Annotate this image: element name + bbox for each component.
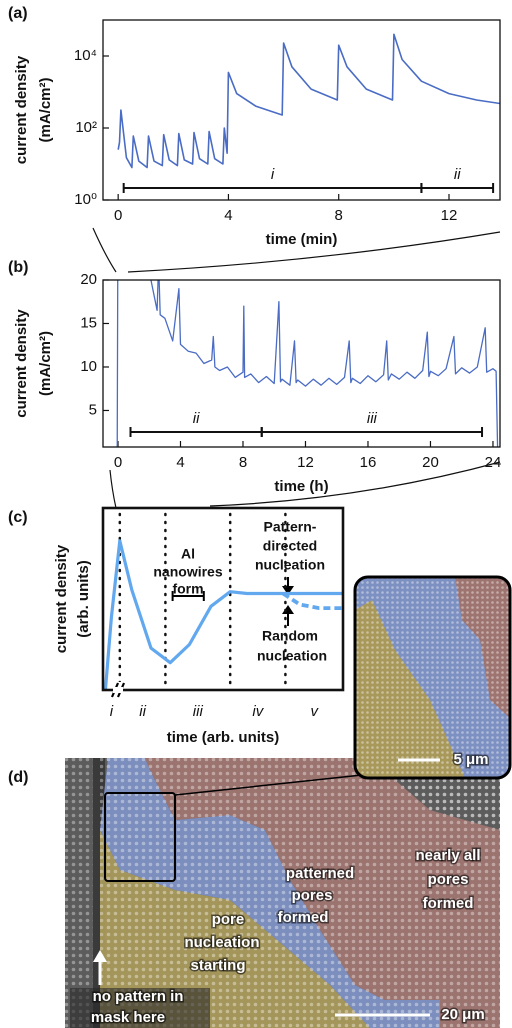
data-line	[116, 280, 499, 447]
data-line	[103, 539, 343, 690]
zoom-line	[109, 469, 117, 509]
x-tick-label: 4	[176, 454, 184, 471]
zoom-line	[209, 461, 501, 507]
panel-label: (a)	[8, 5, 28, 22]
plot-frame	[101, 506, 345, 692]
annotation: directed	[263, 538, 317, 554]
y-axis-label: current density	[13, 55, 30, 164]
annotation: Al	[181, 546, 195, 562]
y-tick-label: 15	[80, 314, 97, 331]
micrograph: pore nucleation starting patterned pores…	[65, 758, 500, 1028]
y-tick-label: 5	[89, 401, 97, 418]
y-axis-label: (mA/cm²)	[37, 77, 54, 142]
x-axis-label: time (min)	[266, 231, 338, 248]
x-tick-label: 8	[335, 207, 343, 224]
phase-label: v	[310, 703, 319, 720]
panel-label: (d)	[8, 769, 28, 786]
y-axis-label: (arb. units)	[75, 560, 92, 638]
panel-label: (b)	[8, 259, 28, 276]
region-label: pores	[428, 871, 469, 888]
x-axis-label: time (arb. units)	[167, 729, 280, 746]
y-axis-label: current density	[53, 544, 70, 653]
axis-break-gap	[113, 687, 123, 693]
chart: (c) current density (arb. units) time (arb.…	[8, 506, 345, 746]
annotation: nucleation	[255, 557, 325, 573]
data-line	[117, 33, 500, 169]
region-label: nucleation	[184, 934, 259, 951]
x-tick-label: 24	[485, 454, 502, 471]
region-label: pore	[212, 911, 245, 928]
range-label: iii	[367, 410, 378, 427]
phase-label: iii	[193, 703, 204, 720]
x-tick-label: 0	[114, 207, 122, 224]
y-tick-label: 10	[80, 358, 97, 375]
x-tick-label: 8	[239, 454, 247, 471]
y-axis-label: (mA/cm²)	[37, 331, 54, 396]
zoom-line	[127, 231, 501, 273]
x-tick-label: 0	[114, 454, 122, 471]
region-label: pores	[292, 887, 333, 904]
panel-label: (c)	[8, 509, 28, 526]
annotation: nucleation	[257, 648, 327, 664]
phase-label: ii	[139, 703, 146, 720]
annotation: nanowires	[153, 564, 222, 580]
zoom-line	[92, 227, 117, 273]
data-line	[281, 591, 343, 610]
plot-frame	[102, 19, 501, 201]
y-tick-label: 10²	[75, 119, 97, 136]
annotation: Random	[262, 628, 318, 644]
y-tick-label: 10⁰	[74, 191, 97, 208]
x-tick-label: 16	[360, 454, 377, 471]
inset: 5 μm	[353, 575, 512, 780]
y-tick-label: 20	[80, 271, 97, 288]
range-label: ii	[454, 166, 461, 183]
phase-label: i	[110, 703, 114, 720]
region-label: no pattern in	[93, 988, 184, 1005]
region-label: formed	[423, 895, 474, 912]
chart: (b) current density (mA/cm²) time (h) 0 4 8 12 1…	[8, 259, 502, 495]
y-axis-label: current density	[13, 309, 30, 418]
x-tick-label: 12	[441, 207, 458, 224]
x-tick-label: 12	[297, 454, 314, 471]
annotations: Al nanowires form Pattern- directed nucl…	[153, 519, 327, 664]
plot-frame	[102, 279, 501, 448]
annotation: Pattern-	[264, 519, 317, 535]
x-tick-label: 4	[224, 207, 232, 224]
y-tick-label: 10⁴	[74, 47, 97, 64]
chart: (a) current density (mA/cm²) time (min) 0 4 8 1…	[8, 5, 501, 248]
region-label: nearly all	[415, 847, 480, 864]
x-tick-label: 20	[422, 454, 439, 471]
scale-bar-label: 20 μm	[441, 1006, 484, 1023]
region-label: formed	[278, 909, 329, 926]
phase-label: iv	[252, 703, 264, 720]
region-label: mask here	[91, 1009, 165, 1026]
scale-bar-label: 5 μm	[453, 751, 488, 768]
region-label: patterned	[286, 865, 354, 882]
region-label: starting	[190, 957, 245, 974]
annotation: form	[172, 581, 203, 597]
range-label: i	[271, 166, 275, 183]
range-label: ii	[193, 410, 200, 427]
x-axis-label: time (h)	[274, 478, 328, 495]
